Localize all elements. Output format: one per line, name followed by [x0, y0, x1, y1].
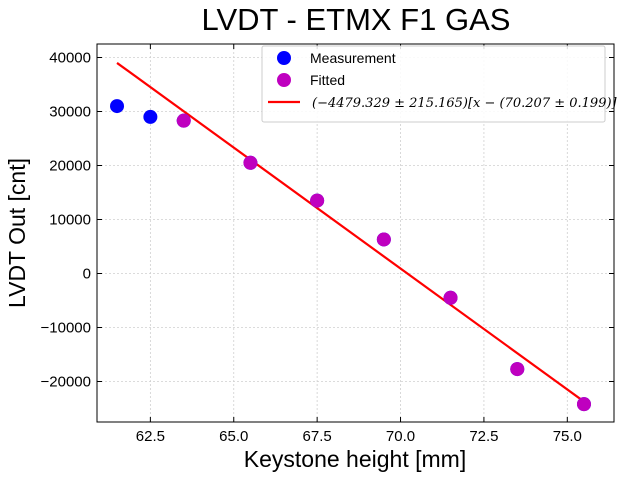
legend-box: [261, 45, 606, 123]
y-axis: −20000 −10000 0 10000 20000 30000 40000: [41, 50, 614, 391]
points-layer: [110, 99, 591, 412]
legend-marker-fitted: [277, 73, 291, 87]
x-axis: 62.5 65.0 67.5 70.0 72.5 75.0: [136, 44, 582, 445]
x-tick-label: 72.5: [469, 428, 498, 445]
y-tick-label: −20000: [41, 374, 91, 391]
y-tick-label: 20000: [49, 158, 91, 175]
y-axis-label: LVDT Out [cnt]: [4, 158, 30, 308]
chart-title: LVDT - ETMX F1 GAS: [202, 2, 511, 37]
fitted-point: [443, 290, 458, 305]
fitted-point: [576, 397, 591, 412]
legend-label-fitted: Fitted: [310, 72, 345, 88]
x-tick-label: 62.5: [136, 428, 165, 445]
y-tick-label: 40000: [49, 50, 91, 67]
legend-label-fit: (−4479.329 ± 215.165)[x − (70.207 ± 0.19…: [312, 96, 618, 111]
legend-marker-measurement: [277, 51, 291, 65]
plot-area-frame: [96, 43, 615, 423]
fitted-point: [243, 155, 258, 170]
measurement-point: [143, 109, 158, 124]
legend-label-measurement: Measurement: [310, 50, 396, 66]
y-tick-label: 10000: [49, 212, 91, 229]
legend: Measurement Fitted (−4479.329 ± 215.165)…: [261, 45, 618, 123]
fit-line: [116, 62, 585, 403]
fitted-point: [376, 232, 391, 247]
fitted-point: [510, 362, 525, 377]
x-tick-label: 65.0: [219, 428, 248, 445]
x-tick-label: 75.0: [553, 428, 582, 445]
x-tick-label: 70.0: [386, 428, 415, 445]
y-tick-label: 0: [83, 266, 91, 283]
measurement-point: [110, 99, 125, 114]
fitted-point: [310, 193, 325, 208]
x-tick-label: 67.5: [303, 428, 332, 445]
y-tick-label: −10000: [41, 320, 91, 337]
fitted-point: [176, 113, 191, 128]
x-axis-label: Keystone height [mm]: [244, 446, 466, 472]
grid: [97, 44, 614, 422]
fit-line-layer: [116, 62, 585, 403]
y-tick-label: 30000: [49, 104, 91, 121]
